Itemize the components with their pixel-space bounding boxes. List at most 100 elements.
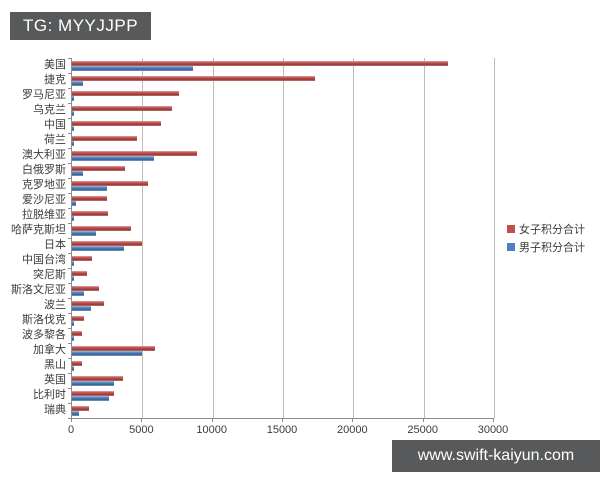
bar-women-points (72, 60, 448, 66)
chart-row-10 (72, 193, 494, 208)
bar-men-points (72, 380, 115, 386)
chart-row-6 (72, 133, 494, 148)
chart-row-21 (72, 358, 494, 373)
bar-women-points (72, 165, 126, 171)
plot-area (68, 58, 495, 419)
category-label: 捷克 (44, 74, 66, 86)
gridline-20000 (353, 58, 355, 418)
gridline-10000 (212, 58, 214, 418)
bar-men-points (72, 350, 143, 356)
bar-men-points (72, 290, 84, 296)
bar-women-points (72, 360, 82, 366)
chart-row-19 (72, 328, 494, 343)
chart-row-20 (72, 343, 494, 358)
bar-men-points (72, 170, 83, 176)
bar-men-points (72, 215, 75, 221)
x-axis-tick-label: 15000 (266, 424, 298, 436)
category-label: 波多黎各 (22, 329, 66, 341)
gridline-25000 (423, 58, 425, 418)
bar-men-points (72, 260, 75, 266)
bar-men-points (72, 65, 193, 71)
chart-row-9 (72, 178, 494, 193)
chart-row-3 (72, 88, 494, 103)
chart-row-18 (72, 313, 494, 328)
x-axis-tick (282, 418, 283, 422)
chart-row-15 (72, 268, 494, 283)
bar-men-points (72, 320, 75, 326)
legend-series-label: 男子积分合计 (519, 242, 585, 254)
chart-row-11 (72, 208, 494, 223)
bar-women-points (72, 345, 155, 351)
bar-men-points (72, 80, 83, 86)
category-label: 澳大利亚 (22, 149, 66, 161)
chart-row-12 (72, 223, 494, 238)
bar-women-points (72, 75, 316, 81)
category-label: 爱沙尼亚 (22, 194, 66, 206)
chart-row-14 (72, 253, 494, 268)
bar-men-points (72, 305, 91, 311)
x-axis-tick-label: 0 (67, 424, 75, 436)
chart-row-1 (72, 58, 494, 73)
bar-women-points (72, 90, 179, 96)
category-label: 荷兰 (44, 134, 66, 146)
category-label: 日本 (44, 239, 66, 251)
chart-row-4 (72, 103, 494, 118)
x-axis-tick-label: 30000 (477, 424, 509, 436)
bar-men-points (72, 125, 75, 131)
bar-men-points (72, 155, 154, 161)
category-label: 拉脱维亚 (22, 209, 66, 221)
bar-men-points (72, 95, 75, 101)
chart-row-17 (72, 298, 494, 313)
x-axis-tick-label: 20000 (337, 424, 368, 436)
bar-men-points (72, 110, 75, 116)
category-label: 乌克兰 (33, 104, 66, 116)
bar-women-points (72, 150, 198, 156)
gridline-30000 (494, 58, 495, 418)
bar-men-points (72, 140, 75, 146)
bar-women-points (72, 390, 115, 396)
category-label: 克罗地亚 (22, 179, 66, 191)
bar-men-points (72, 245, 125, 251)
chart-row-7 (72, 148, 494, 163)
x-axis-tick-label: 5000 (129, 424, 154, 436)
bar-men-points (72, 335, 74, 341)
x-axis-tick (71, 418, 72, 422)
y-axis-category-labels: 美国 捷克 罗马尼亚 乌克兰 中国 荷兰 澳大利亚 白俄罗斯 克罗地亚 爱沙尼亚 拉脱维亚 哈萨克斯坦… (0, 58, 66, 418)
category-label: 斯洛伐克 (22, 314, 66, 326)
top-left-watermark-badge: TG: MYYJJPP (10, 12, 152, 40)
category-label: 英国 (44, 374, 66, 386)
bar-women-points (72, 315, 84, 321)
chart-row-16 (72, 283, 494, 298)
x-axis-tick (352, 418, 354, 422)
bar-women-points (72, 270, 88, 276)
chart-row-22 (72, 373, 494, 388)
x-axis-tick-label: 25000 (407, 424, 438, 436)
chart-legend: 女子积分合计 男子积分合计 (507, 220, 585, 256)
bar-women-points (72, 300, 104, 306)
category-label: 哈萨克斯坦 (11, 224, 66, 236)
category-label: 美国 (44, 59, 66, 71)
bar-men-points (72, 185, 108, 191)
chart-row-2 (72, 73, 494, 88)
legend-series-label: 女子积分合计 (519, 224, 585, 236)
bar-women-points (72, 120, 161, 126)
x-axis-tick (211, 418, 213, 422)
bar-women-points (72, 135, 137, 141)
x-axis-tick-label: 10000 (196, 424, 227, 436)
y-axis-ticks (68, 58, 72, 419)
bar-women-points (72, 210, 108, 216)
bar-women-points (72, 225, 132, 231)
bar-men-points (72, 410, 80, 416)
x-axis-tick (493, 418, 494, 422)
chart-row-23 (72, 388, 494, 403)
category-label: 波兰 (44, 299, 66, 311)
x-axis-tick (141, 418, 143, 422)
category-label: 黑山 (44, 359, 66, 371)
bar-women-points (72, 180, 148, 186)
gridline-5000 (142, 58, 144, 418)
category-label: 加拿大 (33, 344, 66, 356)
x-axis-labels: 0 5000 10000 15000 20000 25000 30000 (67, 418, 508, 437)
category-label: 罗马尼亚 (22, 89, 66, 101)
bar-men-points (72, 365, 75, 371)
category-label: 比利时 (33, 389, 66, 401)
